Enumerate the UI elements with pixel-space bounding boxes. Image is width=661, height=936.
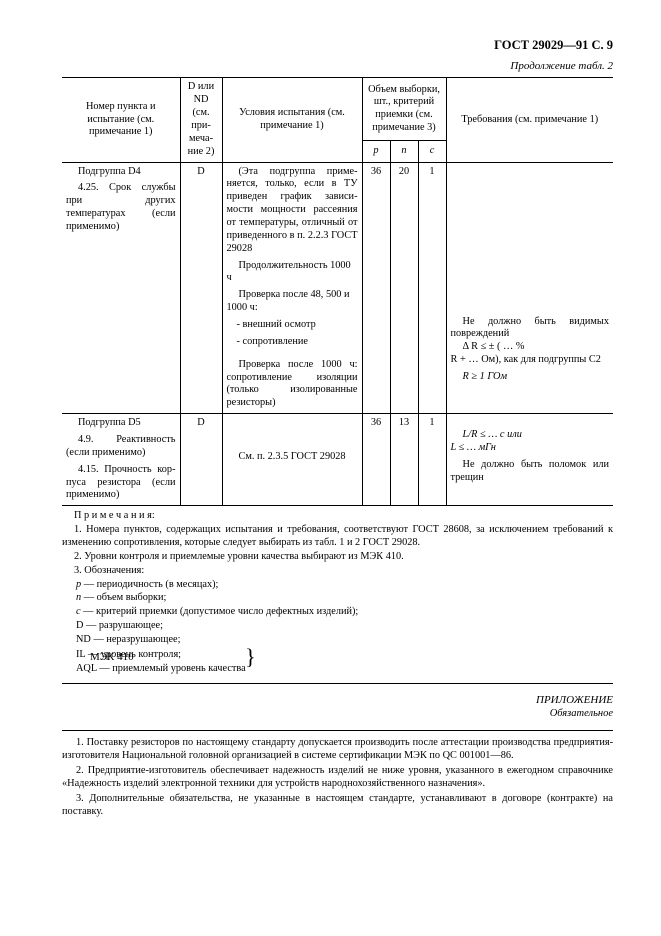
d4-item: 4.25. Срок службы при других температура… — [66, 182, 176, 233]
table-row: Подгруппа D4 4.25. Срок службы при други… — [62, 162, 613, 414]
table-continuation-caption: Продолжение табл. 2 — [62, 60, 613, 74]
col-p: p — [362, 141, 390, 162]
d5-p: 36 — [362, 414, 390, 506]
d4-req4: R ≥ 1 ГОм — [451, 371, 609, 384]
col-n: n — [390, 141, 418, 162]
d4-cond3b: - сопротивление — [227, 336, 358, 349]
appendix-p3: 3. Дополнительные обязательства, не указ… — [62, 793, 613, 819]
col-c: c — [418, 141, 446, 162]
appendix-body: 1. Поставку резисторов по настоящему ста… — [62, 737, 613, 818]
table-row: Подгруппа D5 4.9. Реактивность (если при… — [62, 414, 613, 506]
d4-dn: D — [180, 162, 222, 414]
subgroup-d4: Подгруппа D4 — [66, 166, 176, 179]
d5-req1: L/R ≤ … с или — [451, 429, 609, 442]
d5-item2: 4.15. Прочность кор­пуса резистора (если… — [66, 464, 176, 503]
d5-req2: L ≤ … мГн — [451, 442, 609, 455]
note-3: 3. Обозначения: — [62, 565, 613, 578]
d4-req2: Δ R ≤ ± ( … % — [451, 341, 609, 354]
note-1: 1. Номера пунктов, содержащих испытания … — [62, 524, 613, 550]
divider — [62, 730, 613, 731]
d4-p: 36 — [362, 162, 390, 414]
d4-cond2: Продолжительность 1000 ч — [227, 260, 358, 286]
notes-block: П р и м е ч а н и я: 1. Номера пунктов, … — [62, 510, 613, 676]
d5-dn: D — [180, 414, 222, 506]
def-n: n — объем выборки; — [62, 592, 613, 605]
note-2: 2. Уровни контроля и приемлемые уровни к… — [62, 551, 613, 564]
col-d-nd: D или ND (см. при­меча­ние 2) — [180, 78, 222, 162]
d4-cond3a: - внешний осмотр — [227, 319, 358, 332]
appendix-p2: 2. Предприятие-изготовитель обеспечивает… — [62, 765, 613, 791]
d4-cond3: Проверка после 48, 500 и 1000 ч: — [227, 289, 358, 315]
def-d: D — разрушающее; — [62, 620, 613, 633]
d4-n: 20 — [390, 162, 418, 414]
page-header: ГОСТ 29029—91 С. 9 — [62, 38, 613, 54]
d4-cond4: Проверка после 1000 ч: сопротивление изо… — [227, 359, 358, 410]
d5-item1: 4.9. Реактивность (если применимо) — [66, 434, 176, 460]
notes-title: П р и м е ч а н и я: — [62, 510, 613, 523]
d4-c: 1 — [418, 162, 446, 414]
appendix-subtitle: Обязательное — [62, 707, 613, 720]
col-sample: Объем выборки, шт., критерий приемки (см… — [362, 78, 446, 141]
col-requirements: Требования (см. примечание 1) — [446, 78, 613, 162]
d4-cond1: (Эта подгруппа приме­няется, только, есл… — [227, 166, 358, 256]
appendix-p1: 1. Поставку резисторов по настоящему ста… — [62, 737, 613, 763]
d5-c: 1 — [418, 414, 446, 506]
d5-cond: См. п. 2.3.5 ГОСТ 29028 — [227, 451, 358, 464]
def-c: c — критерий приемки (допустимое число д… — [62, 606, 613, 619]
d5-n: 13 — [390, 414, 418, 506]
brace-icon: } — [245, 646, 256, 668]
spec-table: Номер пункта и испытание (см. примечание… — [62, 77, 613, 506]
appendix-title: ПРИЛОЖЕНИЕ — [62, 694, 613, 708]
col-test-number: Номер пункта и испытание (см. примечание… — [62, 78, 180, 162]
def-aql: AQL — приемлемый уровень качества — [76, 663, 246, 676]
d4-req1: Не должно быть видимых повреждений — [451, 316, 609, 342]
def-nd: ND — неразрушающее; — [62, 634, 613, 647]
divider — [62, 683, 613, 684]
col-conditions: Условия испытания (см. примечание 1) — [222, 78, 362, 162]
def-p: p — p — периодичность (в месяцах);период… — [62, 579, 613, 592]
d5-req3: Не должно быть поломок или трещин — [451, 459, 609, 485]
mek-ref: МЭК 410 — [90, 651, 134, 665]
subgroup-d5: Подгруппа D5 — [66, 417, 176, 430]
d4-req3: R + … Ом), как для подгруппы C2 — [451, 354, 609, 367]
